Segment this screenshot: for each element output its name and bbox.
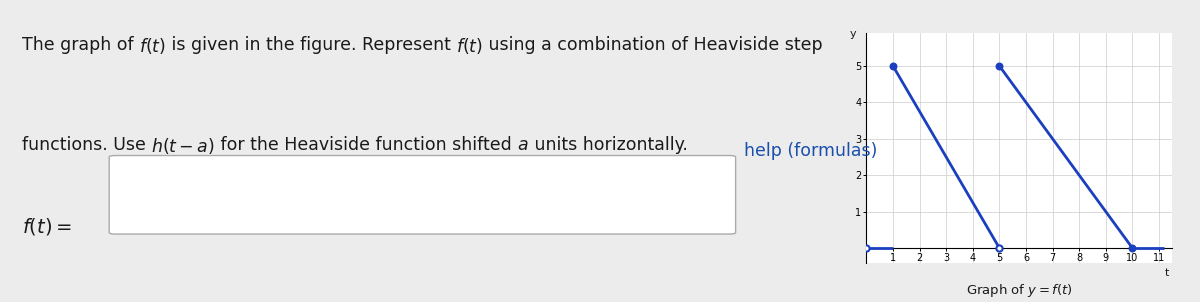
- Text: $f(t) =$: $f(t) =$: [22, 216, 72, 237]
- Text: for the Heaviside function shifted: for the Heaviside function shifted: [215, 136, 517, 154]
- Text: y: y: [850, 29, 857, 39]
- Text: $h(t-a)$: $h(t-a)$: [151, 136, 215, 156]
- Text: using a combination of Heaviside step: using a combination of Heaviside step: [484, 36, 823, 54]
- Text: units horizontally.: units horizontally.: [528, 136, 688, 154]
- Text: Graph of $y = f(t)$: Graph of $y = f(t)$: [966, 282, 1073, 299]
- Text: $a$: $a$: [517, 136, 528, 154]
- Text: is given in the figure. Represent: is given in the figure. Represent: [166, 36, 456, 54]
- Text: $f(t)$: $f(t)$: [139, 36, 166, 56]
- Text: $f(t)$: $f(t)$: [456, 36, 484, 56]
- Text: t: t: [1165, 268, 1169, 278]
- Text: help (formulas): help (formulas): [744, 142, 877, 160]
- Text: The graph of: The graph of: [22, 36, 139, 54]
- Text: functions. Use: functions. Use: [22, 136, 151, 154]
